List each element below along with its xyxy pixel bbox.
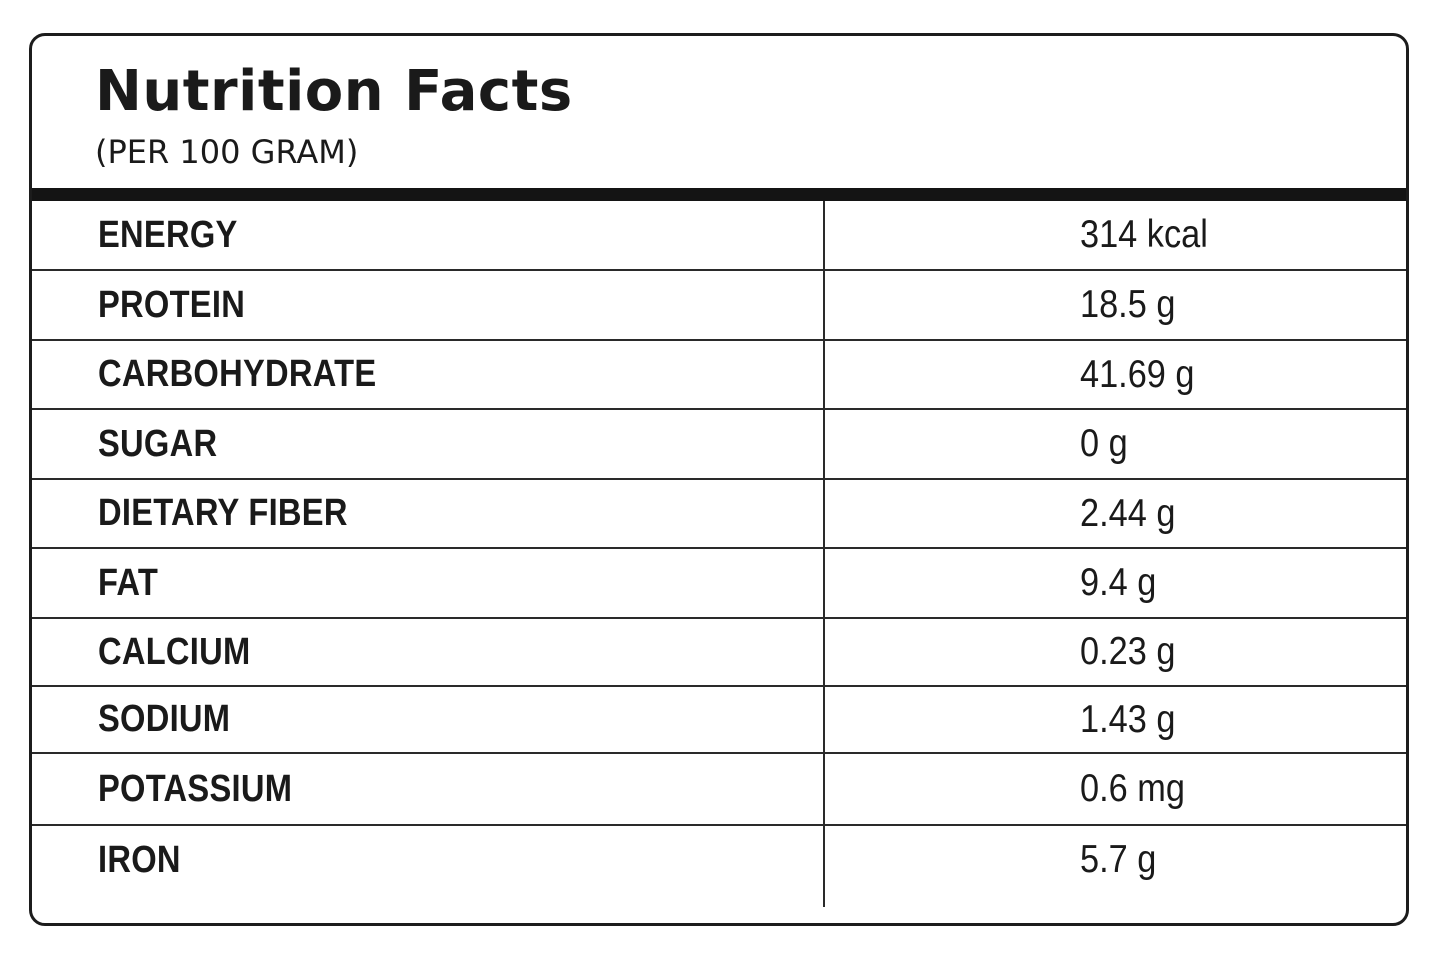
nutrient-value: 0.6 mg	[1080, 767, 1185, 810]
nutrient-value: 2.44 g	[1080, 491, 1176, 535]
nutrition-title: Nutrition Facts	[95, 59, 573, 124]
nutrient-name: IRON	[98, 838, 181, 881]
nutrient-name: FAT	[98, 561, 159, 604]
table-row: PROTEIN 18.5 g	[32, 271, 1406, 341]
table-row: CARBOHYDRATE 41.69 g	[32, 341, 1406, 410]
nutrient-value: 41.69 g	[1080, 352, 1195, 396]
nutrient-value: 18.5 g	[1080, 283, 1176, 326]
nutrient-name: ENERGY	[98, 213, 238, 256]
column-divider	[823, 201, 825, 907]
nutrient-name: DIETARY FIBER	[98, 492, 348, 534]
nutrition-facts-panel: Nutrition Facts (PER 100 GRAM) ENERGY 31…	[29, 33, 1409, 926]
serving-basis: (PER 100 GRAM)	[95, 133, 359, 171]
table-row: CALCIUM 0.23 g	[32, 619, 1406, 687]
nutrient-name: POTASSIUM	[98, 767, 293, 810]
header-divider	[32, 188, 1406, 201]
nutrient-table: ENERGY 314 kcal PROTEIN 18.5 g CARBOHYDR…	[32, 201, 1406, 894]
table-row: FAT 9.4 g	[32, 549, 1406, 619]
table-row: SODIUM 1.43 g	[32, 687, 1406, 754]
table-row: DIETARY FIBER 2.44 g	[32, 480, 1406, 549]
table-row: IRON 5.7 g	[32, 826, 1406, 894]
table-row: POTASSIUM 0.6 mg	[32, 754, 1406, 826]
nutrient-value: 0 g	[1080, 422, 1128, 465]
nutrient-value: 9.4 g	[1080, 561, 1157, 604]
nutrient-name: SUGAR	[98, 422, 218, 465]
nutrient-value: 0.23 g	[1080, 630, 1176, 673]
table-row: SUGAR 0 g	[32, 410, 1406, 480]
table-row: ENERGY 314 kcal	[32, 201, 1406, 271]
nutrient-name: CALCIUM	[98, 630, 251, 673]
nutrient-value: 314 kcal	[1080, 213, 1208, 256]
nutrient-name: PROTEIN	[98, 283, 246, 326]
nutrition-header: Nutrition Facts (PER 100 GRAM)	[32, 36, 1406, 188]
nutrient-value: 1.43 g	[1080, 697, 1176, 741]
nutrient-name: CARBOHYDRATE	[98, 353, 377, 395]
nutrient-value: 5.7 g	[1080, 838, 1157, 881]
nutrient-name: SODIUM	[98, 698, 231, 740]
